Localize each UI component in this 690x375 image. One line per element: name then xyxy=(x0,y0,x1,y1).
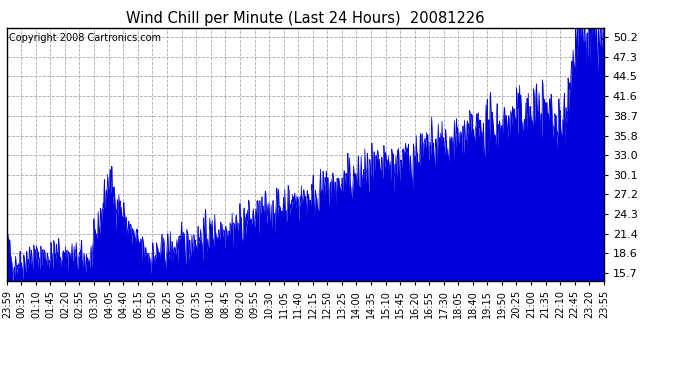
Text: Copyright 2008 Cartronics.com: Copyright 2008 Cartronics.com xyxy=(9,33,161,43)
Title: Wind Chill per Minute (Last 24 Hours)  20081226: Wind Chill per Minute (Last 24 Hours) 20… xyxy=(126,10,484,26)
